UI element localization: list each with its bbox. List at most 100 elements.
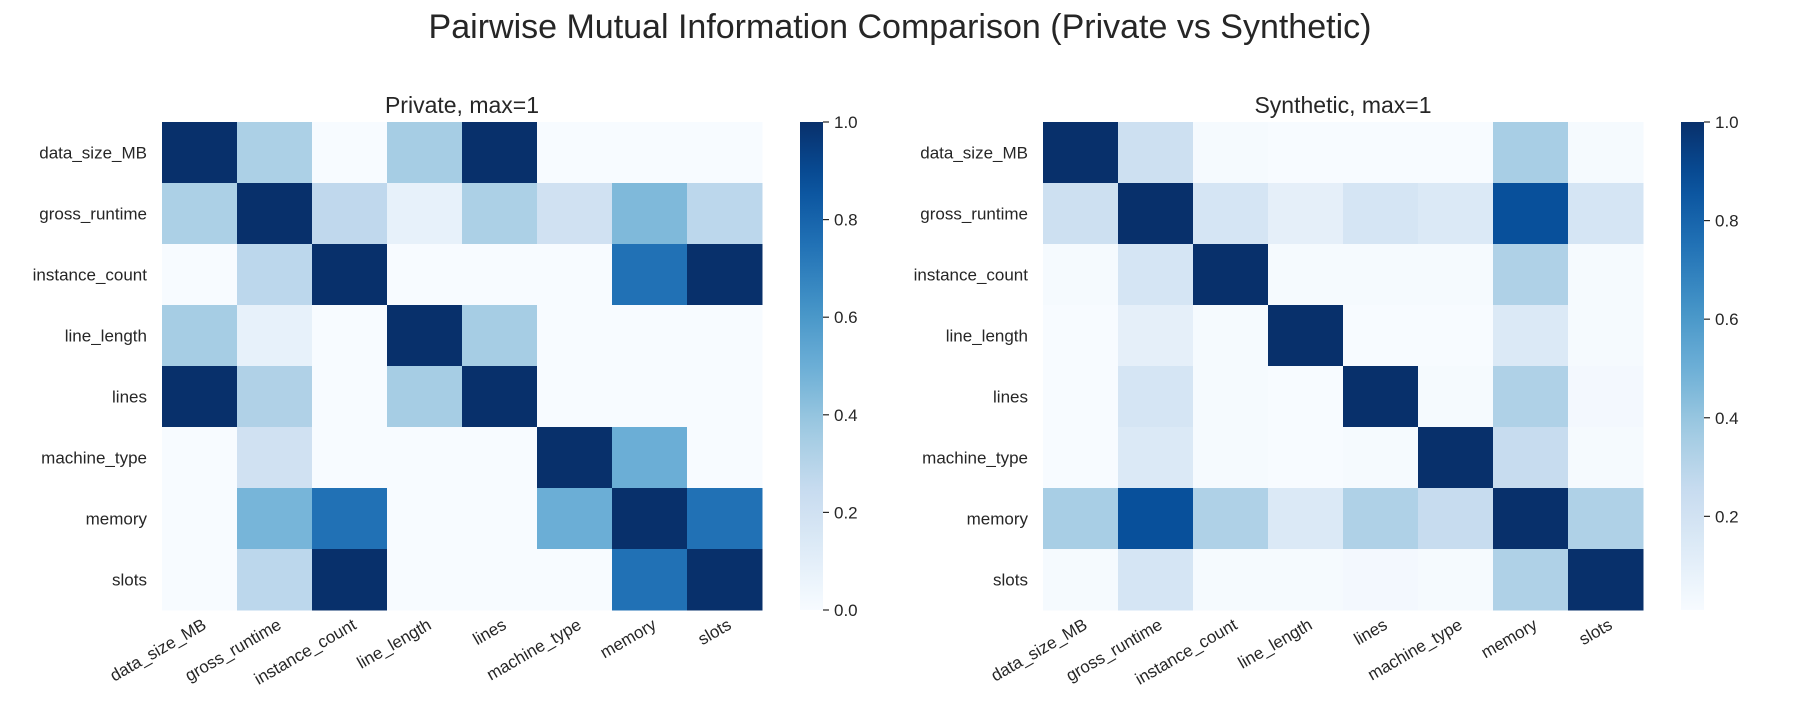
colorbar-tick-label-private: 0.0 (834, 601, 858, 620)
heatmap-cell-synthetic-instance-count-instance-count (1193, 244, 1269, 306)
heatmap-cell-private-lines-machine-type (537, 366, 613, 428)
heatmap-cell-private-instance-count-lines (462, 244, 538, 306)
heatmap-cell-synthetic-machine-type-machine-type (1418, 427, 1494, 489)
heatmap-cell-private-line-length-memory (612, 305, 688, 367)
heatmap-cell-synthetic-lines-lines (1343, 366, 1419, 428)
heatmap-cell-private-gross-runtime-gross-runtime (237, 183, 313, 245)
heatmap-cell-synthetic-instance-count-memory (1493, 244, 1569, 306)
heatmap-cell-private-instance-count-machine-type (537, 244, 613, 306)
y-tick-label-private-data-size-mb: data_size_MB (39, 144, 147, 163)
heatmap-cell-synthetic-memory-gross-runtime (1118, 488, 1194, 550)
heatmap-cell-private-slots-line-length (387, 549, 463, 611)
heatmap-cell-synthetic-slots-data-size-mb (1043, 549, 1119, 611)
heatmap-cell-private-line-length-data-size-mb (162, 305, 238, 367)
heatmap-cell-synthetic-machine-type-data-size-mb (1043, 427, 1119, 489)
heatmap-cell-private-machine-type-gross-runtime (237, 427, 313, 489)
heatmap-cell-synthetic-line-length-gross-runtime (1118, 305, 1194, 367)
colorbar-tick-label-private: 1.0 (834, 113, 858, 132)
heatmap-cell-private-data-size-mb-lines (462, 122, 538, 184)
heatmap-cell-synthetic-memory-slots (1568, 488, 1644, 550)
heatmap-cell-private-machine-type-slots (687, 427, 763, 489)
heatmap-cell-private-gross-runtime-line-length (387, 183, 463, 245)
heatmap-cell-private-lines-gross-runtime (237, 366, 313, 428)
heatmap-cell-private-slots-memory (612, 549, 688, 611)
y-tick-label-synthetic-line-length: line_length (946, 327, 1028, 346)
heatmap-cell-private-slots-lines (462, 549, 538, 611)
panel-synthetic: Synthetic, max=1 data_size_MB gross_runti… (914, 92, 1739, 689)
heatmap-cell-private-lines-lines (462, 366, 538, 428)
heatmap-cell-private-data-size-mb-slots (687, 122, 763, 184)
heatmap-cell-private-gross-runtime-lines (462, 183, 538, 245)
heatmap-cell-private-line-length-machine-type (537, 305, 613, 367)
heatmap-cell-synthetic-machine-type-slots (1568, 427, 1644, 489)
heatmap-cell-private-slots-instance-count (312, 549, 388, 611)
heatmap-cell-synthetic-memory-data-size-mb (1043, 488, 1119, 550)
heatmap-cell-synthetic-data-size-mb-instance-count (1193, 122, 1269, 184)
heatmap-cell-private-machine-type-line-length (387, 427, 463, 489)
y-tick-label-private-gross-runtime: gross_runtime (39, 205, 147, 224)
heatmap-cell-synthetic-memory-instance-count (1193, 488, 1269, 550)
heatmap-cell-synthetic-line-length-memory (1493, 305, 1569, 367)
heatmap-cell-private-instance-count-memory (612, 244, 688, 306)
heatmap-cell-private-machine-type-data-size-mb (162, 427, 238, 489)
colorbar-tick-label-private: 0.4 (834, 406, 858, 425)
y-tick-label-synthetic-memory: memory (967, 510, 1029, 529)
heatmap-cell-private-memory-memory (612, 488, 688, 550)
heatmap-cell-synthetic-instance-count-slots (1568, 244, 1644, 306)
heatmap-cell-private-gross-runtime-data-size-mb (162, 183, 238, 245)
y-tick-label-private-machine-type: machine_type (41, 449, 147, 468)
heatmap-cell-private-data-size-mb-instance-count (312, 122, 388, 184)
heatmap-cell-synthetic-gross-runtime-line-length (1268, 183, 1344, 245)
heatmap-cell-synthetic-machine-type-line-length (1268, 427, 1344, 489)
heatmap-cell-private-machine-type-machine-type (537, 427, 613, 489)
heatmap-cell-synthetic-machine-type-memory (1493, 427, 1569, 489)
heatmap-cell-synthetic-slots-lines (1343, 549, 1419, 611)
panel-private: Private, max=1 data_size_MB gross_runtime… (33, 92, 858, 689)
heatmap-cell-private-instance-count-data-size-mb (162, 244, 238, 306)
heatmap-cell-synthetic-line-length-instance-count (1193, 305, 1269, 367)
colorbar-tick-label-synthetic: 0.8 (1715, 212, 1739, 231)
heatmap-cell-synthetic-memory-line-length (1268, 488, 1344, 550)
colorbar-tick-label-synthetic: 1.0 (1715, 113, 1739, 132)
heatmap-cell-private-memory-data-size-mb (162, 488, 238, 550)
heatmap-cell-synthetic-slots-gross-runtime (1118, 549, 1194, 611)
heatmap-cell-private-lines-memory (612, 366, 688, 428)
heatmap-cell-private-machine-type-lines (462, 427, 538, 489)
heatmap-cell-synthetic-instance-count-lines (1343, 244, 1419, 306)
x-tick-label-synthetic-slots: slots (1576, 615, 1616, 649)
heatmap-cell-private-slots-machine-type (537, 549, 613, 611)
heatmap-cell-synthetic-data-size-mb-memory (1493, 122, 1569, 184)
heatmap-cell-private-line-length-line-length (387, 305, 463, 367)
heatmap-cell-synthetic-lines-machine-type (1418, 366, 1494, 428)
heatmap-cell-private-slots-slots (687, 549, 763, 611)
heatmap-cell-synthetic-line-length-line-length (1268, 305, 1344, 367)
heatmap-cell-synthetic-memory-memory (1493, 488, 1569, 550)
heatmap-cell-private-line-length-slots (687, 305, 763, 367)
heatmap-cell-private-memory-gross-runtime (237, 488, 313, 550)
heatmap-cell-synthetic-instance-count-line-length (1268, 244, 1344, 306)
heatmap-cell-synthetic-data-size-mb-line-length (1268, 122, 1344, 184)
heatmap-cell-private-slots-gross-runtime (237, 549, 313, 611)
heatmap-cell-synthetic-line-length-data-size-mb (1043, 305, 1119, 367)
y-tick-label-synthetic-data-size-mb: data_size_MB (920, 144, 1028, 163)
panel-title-private: Private, max=1 (385, 92, 539, 118)
y-tick-label-private-instance-count: instance_count (33, 266, 148, 285)
y-tick-label-synthetic-lines: lines (993, 388, 1028, 407)
heatmap-cell-synthetic-machine-type-lines (1343, 427, 1419, 489)
heatmap-cell-synthetic-gross-runtime-instance-count (1193, 183, 1269, 245)
heatmap-cell-synthetic-slots-memory (1493, 549, 1569, 611)
heatmap-cell-private-line-length-gross-runtime (237, 305, 313, 367)
x-tick-label-synthetic-memory: memory (1478, 615, 1541, 662)
heatmap-cell-private-instance-count-slots (687, 244, 763, 306)
y-tick-label-synthetic-gross-runtime: gross_runtime (920, 205, 1028, 224)
heatmap-cell-private-line-length-lines (462, 305, 538, 367)
heatmap-cell-synthetic-slots-slots (1568, 549, 1644, 611)
colorbar-tick-label-synthetic: 0.6 (1715, 310, 1739, 329)
heatmap-cell-private-memory-slots (687, 488, 763, 550)
heatmap-cell-synthetic-lines-line-length (1268, 366, 1344, 428)
heatmap-cell-private-instance-count-line-length (387, 244, 463, 306)
heatmap-cell-synthetic-lines-slots (1568, 366, 1644, 428)
x-tick-label-private-line-length: line_length (354, 615, 435, 673)
heatmap-cell-synthetic-line-length-slots (1568, 305, 1644, 367)
